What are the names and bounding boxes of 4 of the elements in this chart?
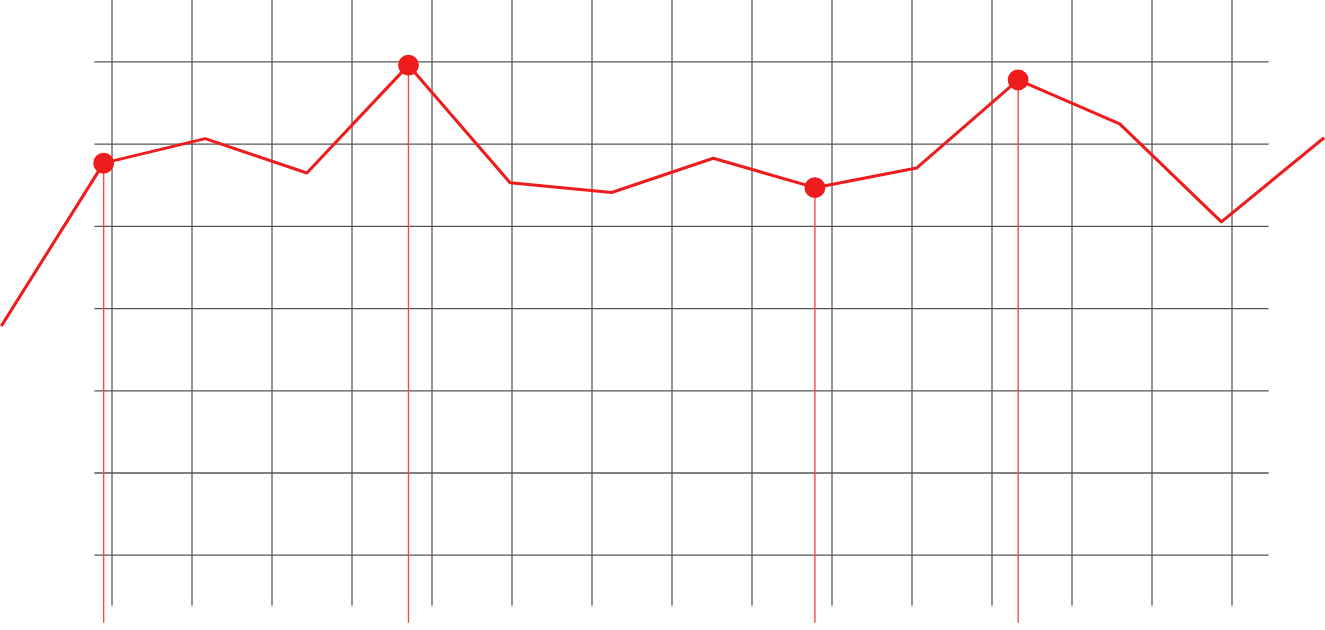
point xyxy=(804,177,826,199)
point xyxy=(93,152,115,174)
point xyxy=(398,54,419,76)
point xyxy=(1007,69,1029,91)
